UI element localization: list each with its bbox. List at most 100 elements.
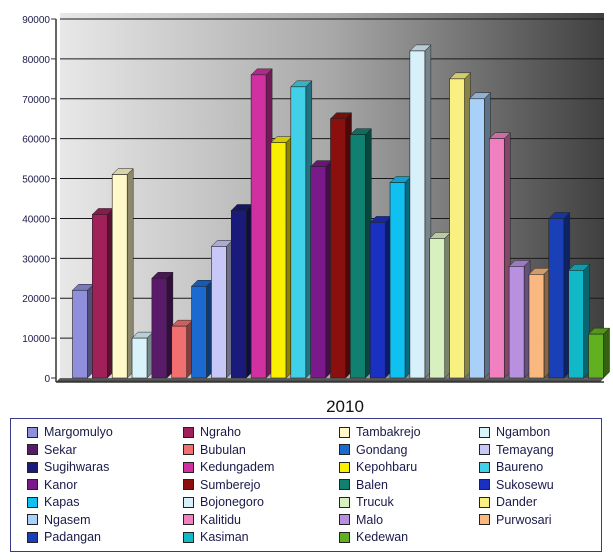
legend-swatch	[339, 531, 350, 543]
legend-item-ngraho: Ngraho	[183, 425, 241, 439]
bar-kalitidu	[488, 132, 511, 379]
legend-label: Bubulan	[200, 442, 246, 457]
legend: Margomulyo Ngraho Tambakrejo Ngambon Sekar Bu…	[10, 418, 602, 552]
legend-label: Ngambon	[496, 425, 551, 439]
bar-kapas	[389, 175, 412, 379]
y-tick-label: 80000	[22, 55, 50, 66]
legend-swatch	[339, 514, 350, 525]
legend-label: Kedungadem	[200, 460, 275, 474]
y-tick-label: 70000	[22, 95, 50, 106]
legend-swatch	[27, 426, 38, 438]
legend-label: Ngasem	[44, 512, 91, 527]
legend-label: Padangan	[44, 530, 102, 544]
legend-swatch	[27, 461, 38, 473]
legend-label: Malo	[356, 512, 384, 527]
legend-label: Temayang	[496, 442, 554, 457]
bar-dander	[448, 72, 472, 379]
legend-label: Bojonegoro	[200, 495, 264, 509]
legend-item-malo: Malo	[339, 513, 383, 527]
legend-swatch	[183, 461, 194, 473]
legend-label: Sukosewu	[496, 477, 554, 492]
y-tick-label: 60000	[22, 135, 50, 146]
legend-swatch	[183, 426, 194, 438]
legend-label: Kanor	[44, 477, 78, 492]
legend-label: Sekar	[44, 442, 77, 457]
bar-balen	[349, 128, 372, 379]
bar-sekar	[151, 271, 174, 379]
legend-swatch	[339, 461, 350, 473]
legend-label: Kepohbaru	[356, 460, 418, 474]
legend-label: Kasiman	[200, 530, 249, 544]
legend-label: Purwosari	[496, 512, 552, 527]
bar-malo	[508, 259, 531, 379]
bar-ngambon	[131, 331, 154, 379]
legend-swatch	[479, 496, 490, 508]
legend-label: Tambakrejo	[356, 425, 421, 439]
legend-item-tambakrejo: Tambakrejo	[339, 425, 421, 439]
bar-sumberejo	[329, 112, 353, 379]
legend-swatch	[183, 444, 194, 455]
legend-label: Sumberejo	[200, 477, 261, 492]
legend-item-kasiman: Kasiman	[183, 530, 249, 544]
legend-swatch	[183, 531, 194, 543]
bar-kedewan	[587, 327, 611, 379]
bar-kepohbaru	[270, 136, 293, 379]
legend-swatch	[27, 514, 38, 525]
legend-swatch	[183, 496, 194, 508]
y-tick-label: 40000	[22, 214, 50, 225]
legend-label: Dander	[496, 495, 537, 509]
legend-label: Margomulyo	[44, 425, 113, 439]
bar-kedungadem	[250, 68, 273, 379]
y-axis: 0 10000 20000 30000 40000 50000 60000 70000 8000…	[22, 15, 604, 385]
legend-label: Baureno	[496, 460, 544, 474]
bar-tambakrejo	[111, 167, 134, 379]
legend-swatch	[339, 444, 350, 455]
legend-item-dander: Dander	[479, 495, 537, 509]
legend-item-padangan: Padangan	[27, 530, 101, 544]
legend-item-purwosari: Purwosari	[479, 513, 552, 527]
bar-purwosari	[528, 267, 551, 379]
legend-label: Kapas	[44, 495, 80, 509]
bar-ngraho	[91, 207, 114, 379]
bar-padangan	[548, 211, 571, 379]
x-axis-label: 2010	[326, 397, 364, 416]
legend-item-kalitidu: Kalitidu	[183, 513, 241, 527]
legend-label: Kedewan	[356, 530, 409, 544]
legend-swatch	[27, 479, 38, 490]
bar-baureno	[290, 80, 313, 379]
legend-item-bubulan: Bubulan	[183, 443, 246, 457]
bar-ngasem	[468, 92, 492, 379]
legend-item-ngasem: Ngasem	[27, 513, 91, 527]
bar-kasiman	[568, 263, 591, 379]
y-tick-label: 30000	[22, 254, 50, 265]
bar-margomulyo	[71, 283, 95, 379]
legend-swatch	[479, 444, 490, 455]
bar-temayang	[210, 239, 234, 379]
legend-swatch	[339, 496, 350, 508]
bar-bubulan	[171, 319, 194, 379]
legend-label: Sugihwaras	[44, 460, 110, 474]
bar-trucuk	[429, 231, 452, 379]
legend-label: Kalitidu	[200, 512, 241, 527]
legend-item-temayang: Temayang	[479, 443, 554, 457]
legend-item-sekar: Sekar	[27, 443, 77, 457]
legend-swatch	[479, 426, 490, 438]
legend-item-ngambon: Ngambon	[479, 425, 550, 439]
y-tick-label: 20000	[22, 294, 50, 305]
legend-item-sugihwaras: Sugihwaras	[27, 460, 109, 474]
legend-swatch	[479, 514, 490, 525]
legend-item-kepohbaru: Kepohbaru	[339, 460, 417, 474]
y-tick-label: 50000	[22, 175, 50, 186]
legend-swatch	[27, 531, 38, 543]
legend-label: Balen	[356, 477, 388, 492]
legend-item-margomulyo: Margomulyo	[27, 425, 113, 439]
bar-chart: 0 10000 20000 30000 40000 50000 60000 70000 8000…	[22, 13, 611, 416]
legend-label: Ngraho	[200, 425, 241, 439]
y-tick-label: 10000	[22, 334, 50, 345]
legend-swatch	[479, 479, 490, 490]
legend-item-kedewan: Kedewan	[339, 530, 408, 544]
legend-item-gondang: Gondang	[339, 443, 407, 457]
legend-item-balen: Balen	[339, 478, 388, 492]
legend-swatch	[27, 444, 38, 455]
y-tick-label: 0	[44, 374, 50, 385]
